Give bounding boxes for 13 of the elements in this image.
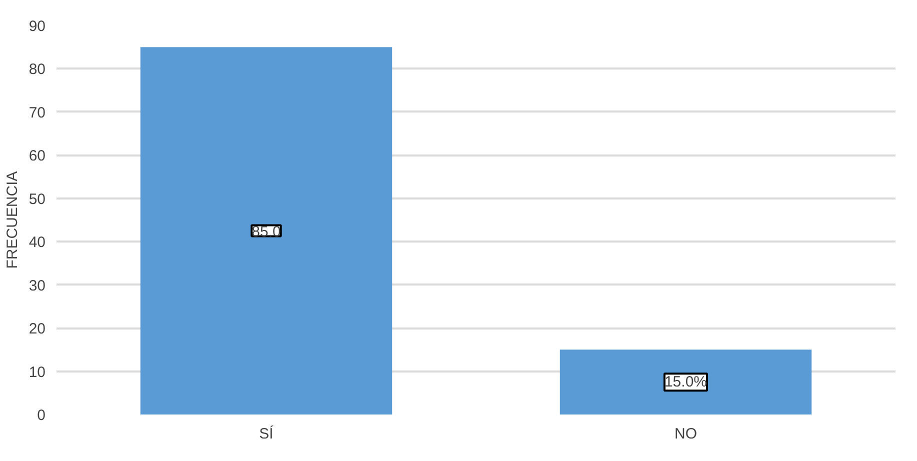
y-tick-label: 60 (28, 148, 46, 165)
x-tick-label: SÍ (259, 424, 274, 442)
y-tick-label: 40 (28, 234, 46, 252)
y-tick-label: 30 (28, 277, 46, 294)
y-tick-label: 0 (37, 407, 46, 424)
y-axis-title: FRECUENCIA (4, 171, 21, 269)
y-tick-label: 20 (28, 320, 46, 338)
y-tick-label: 90 (28, 18, 46, 35)
y-tick-label: 80 (28, 61, 46, 78)
y-tick-label: 10 (28, 364, 46, 381)
y-tick-label: 70 (28, 104, 46, 122)
y-tick-label: 50 (28, 190, 46, 208)
x-tick-label: NO (674, 426, 697, 442)
